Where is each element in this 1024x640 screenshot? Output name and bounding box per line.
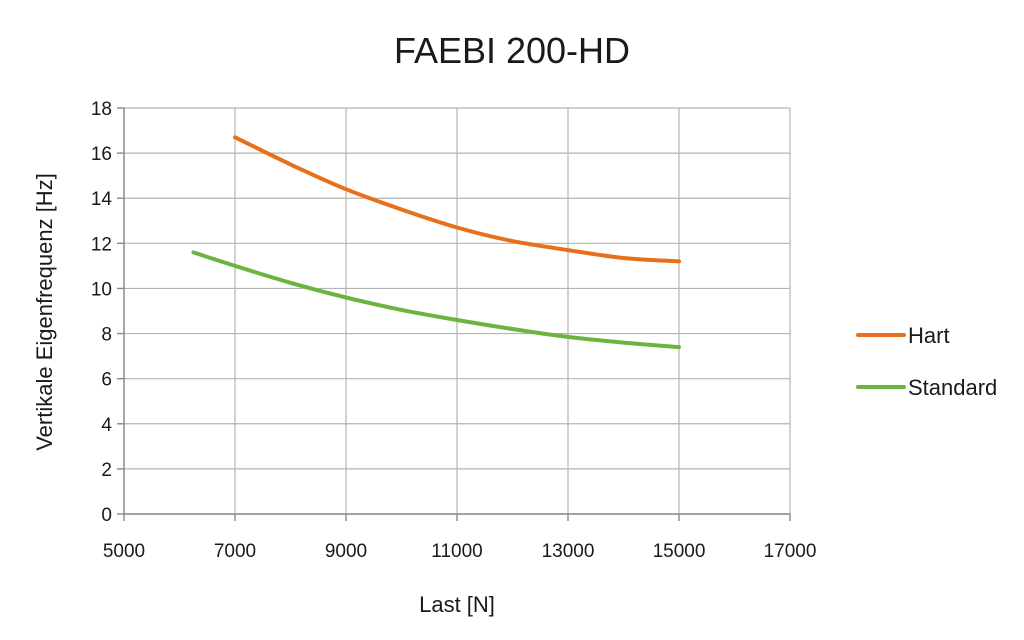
x-tick-labels: 5000 7000 9000 11000 13000 15000 17000: [103, 541, 817, 562]
y-tick-labels: 0 2 4 6 8 10 12 14 16 18: [91, 99, 113, 526]
series-line-hart: [233, 135, 681, 264]
x-tick-label: 13000: [542, 541, 595, 562]
y-tick-label: 16: [91, 144, 112, 165]
x-tick-label: 9000: [325, 541, 367, 562]
legend-label-standard: Standard: [908, 375, 997, 400]
y-tick-label: 0: [101, 505, 112, 526]
legend-label-hart: Hart: [908, 323, 950, 348]
axes: [117, 107, 791, 521]
x-tick-label: 11000: [431, 541, 482, 562]
y-tick-label: 8: [101, 325, 112, 346]
x-tick-label: 5000: [103, 541, 145, 562]
y-tick-label: 18: [91, 99, 112, 120]
y-axis-title: Vertikale Eigenfrequenz [Hz]: [32, 173, 57, 451]
y-tick-label: 2: [101, 460, 112, 481]
series-line-standard: [191, 250, 681, 350]
y-tick-label: 4: [101, 415, 112, 436]
x-tick-label: 17000: [764, 541, 817, 562]
chart-title: FAEBI 200-HD: [394, 30, 630, 71]
legend: Hart Standard: [856, 323, 997, 400]
y-tick-label: 12: [91, 234, 112, 255]
x-tick-label: 7000: [214, 541, 256, 562]
grid: [123, 107, 791, 515]
x-tick-label: 15000: [653, 541, 706, 562]
y-tick-label: 14: [91, 189, 113, 210]
series-lines: [191, 135, 681, 350]
y-tick-label: 6: [101, 370, 112, 391]
x-axis-title: Last [N]: [419, 592, 495, 617]
y-tick-label: 10: [91, 279, 112, 300]
